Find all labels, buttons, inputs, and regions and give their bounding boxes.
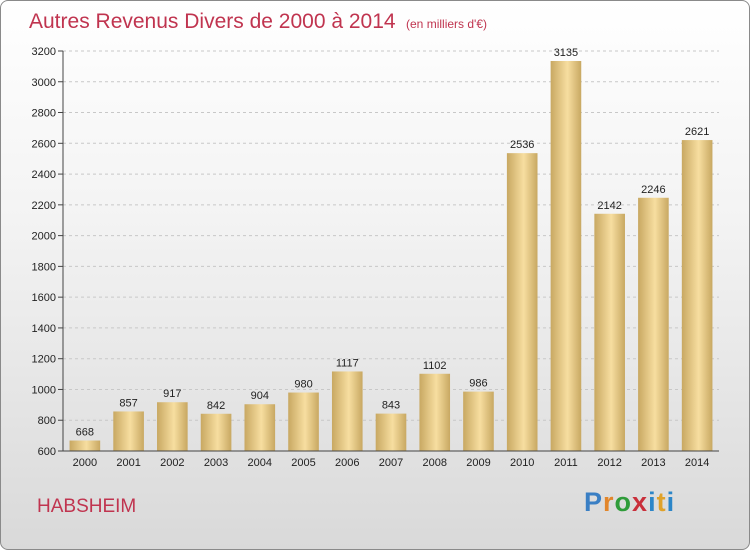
bar-2006	[331, 371, 363, 451]
bar-2005	[288, 392, 319, 451]
x-tick-label-2004: 2004	[248, 457, 272, 469]
bar-2008	[419, 373, 451, 451]
y-tick-label: 2000	[32, 231, 56, 243]
value-label-2008: 1102	[423, 360, 447, 372]
value-label-2005: 980	[294, 379, 312, 391]
x-tick-label-2000: 2000	[73, 457, 97, 469]
x-tick-label-2006: 2006	[335, 457, 359, 469]
bar-2003	[200, 413, 232, 451]
value-label-2012: 2142	[597, 200, 621, 212]
value-label-2004: 904	[251, 390, 269, 402]
x-tick-label-2012: 2012	[597, 457, 621, 469]
y-tick-label: 600	[38, 446, 56, 458]
value-label-2001: 857	[119, 397, 137, 409]
proxiti-logo: Proxiti	[584, 487, 676, 517]
bar-2013	[638, 197, 669, 451]
bar-2010	[506, 153, 538, 451]
value-label-2007: 843	[382, 400, 400, 412]
y-tick-label: 3200	[32, 46, 56, 58]
bar-2001	[113, 411, 144, 451]
value-label-2003: 842	[207, 400, 225, 412]
x-tick-label-2008: 2008	[422, 457, 446, 469]
x-tick-label-2009: 2009	[466, 457, 490, 469]
x-tick-label-2011: 2011	[554, 457, 578, 469]
y-tick-label: 2200	[32, 200, 56, 212]
bar-2011	[550, 61, 582, 451]
x-tick-label-2013: 2013	[641, 457, 665, 469]
x-tick-label-2007: 2007	[379, 457, 403, 469]
bar-2014	[681, 140, 713, 452]
axes: 600 800 1000 1200 1400 1600 1800 2000 2200 2400 26…	[32, 46, 719, 469]
x-tick-label-2005: 2005	[291, 457, 315, 469]
y-tick-label: 1400	[32, 323, 56, 335]
bar-2012	[594, 213, 625, 451]
x-tick-label-2003: 2003	[204, 457, 228, 469]
y-tick-label: 2400	[32, 169, 56, 181]
value-label-2013: 2246	[641, 184, 665, 196]
bar-2009	[463, 391, 494, 451]
bar-2002	[157, 402, 188, 451]
y-tick-label: 1800	[32, 261, 56, 273]
chart-title: Autres Revenus Divers de 2000 à 2014	[29, 10, 396, 33]
value-label-2000: 668	[76, 427, 94, 439]
value-label-2002: 917	[163, 388, 181, 400]
city-label: HABSHEIM	[37, 496, 137, 517]
y-tick-label: 1000	[32, 384, 56, 396]
y-tick-label: 3000	[32, 77, 56, 89]
y-tick-label: 2600	[32, 138, 56, 150]
y-tick-label: 1600	[32, 292, 56, 304]
value-label-2009: 986	[469, 378, 487, 390]
bars: 668 857 917 842 904 980 1117 843 1102 986 2536 3135…	[69, 47, 713, 452]
y-tick-label: 800	[38, 415, 56, 427]
x-tick-label-2002: 2002	[160, 457, 184, 469]
bar-2004	[244, 404, 276, 451]
value-label-2014: 2621	[685, 126, 709, 138]
value-label-2011: 3135	[554, 47, 578, 59]
x-tick-label-2001: 2001	[116, 457, 140, 469]
x-tick-label-2010: 2010	[510, 457, 534, 469]
y-tick-label: 1200	[32, 354, 56, 366]
y-tick-label: 2800	[32, 108, 56, 120]
value-label-2010: 2536	[510, 139, 534, 151]
title-row: Autres Revenus Divers de 2000 à 2014 (en…	[29, 10, 487, 34]
bar-2000	[69, 440, 101, 451]
x-tick-label-2014: 2014	[685, 457, 709, 469]
chart-subtitle: (en milliers d'€)	[406, 17, 487, 31]
bar-2007	[375, 413, 407, 451]
value-label-2006: 1117	[336, 357, 359, 369]
